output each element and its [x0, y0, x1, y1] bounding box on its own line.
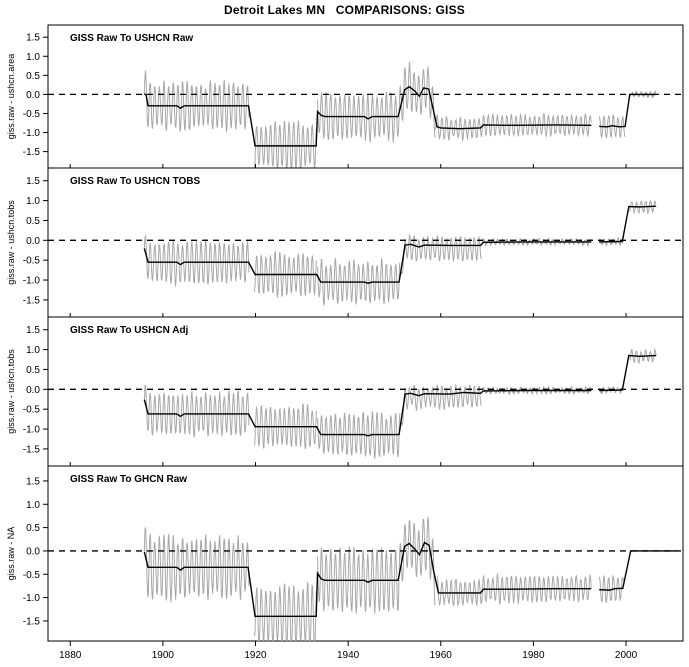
annual-line-segment — [143, 241, 592, 284]
x-tick-label: 1960 — [430, 650, 453, 661]
monthly-line-segment — [254, 581, 317, 641]
monthly-line-segment — [400, 384, 482, 427]
y-tick-label: -1.5 — [23, 616, 41, 627]
y-tick-label: -1.5 — [23, 295, 41, 306]
y-tick-label: 0.5 — [26, 216, 40, 227]
monthly-line-segment — [143, 527, 250, 603]
annual-line-segment — [599, 93, 657, 128]
y-tick-label: -1.5 — [23, 444, 41, 455]
y-tick-label: 0.5 — [26, 365, 40, 376]
monthly-series — [143, 516, 624, 641]
y-tick-label: -0.5 — [23, 570, 41, 581]
y-tick-label: 1.5 — [26, 325, 40, 336]
annual-line-segment — [143, 85, 592, 147]
monthly-series — [143, 200, 657, 307]
x-tick-label: 1980 — [522, 650, 545, 661]
y-axis-label: giss.raw - ushcn.tobs — [6, 349, 16, 434]
annual-line-segment — [143, 389, 592, 437]
y-tick-label: -1.0 — [23, 425, 41, 436]
panel-label: GISS Raw To USHCN TOBS — [70, 176, 201, 187]
monthly-line-segment — [143, 384, 250, 438]
y-tick-label: 0.0 — [26, 385, 40, 396]
x-tick-label: 1940 — [337, 650, 360, 661]
panel-3: 1.5 1.0 0.5 0.0 -0.5 -1.0 -1.5 giss.raw - ushcn… — [6, 313, 684, 467]
annual-series — [143, 354, 657, 437]
monthly-series — [143, 347, 657, 459]
y-tick-label: 1.0 — [26, 196, 40, 207]
panel-border — [47, 316, 684, 467]
monthly-line-segment — [398, 61, 436, 138]
x-tick-label: 1900 — [152, 650, 175, 661]
y-tick-label: -0.5 — [23, 109, 41, 120]
y-axis-label: giss.raw - ushcn.tobs — [6, 200, 16, 285]
y-axis-label: giss.raw - NA — [6, 527, 16, 581]
x-tick-label: 1880 — [59, 650, 82, 661]
monthly-line-segment — [317, 258, 401, 307]
x-tick-label: 2000 — [615, 650, 638, 661]
y-tick-label: 1.0 — [26, 500, 40, 511]
monthly-line-segment — [317, 546, 400, 614]
y-tick-label: -1.0 — [23, 593, 41, 604]
y-tick-label: 0.0 — [26, 546, 40, 557]
annual-line-segment — [599, 550, 677, 591]
annual-line-segment — [599, 205, 657, 243]
monthly-line-segment — [398, 516, 436, 606]
annual-series — [143, 541, 677, 617]
monthly-line-segment — [143, 70, 250, 133]
panel-border — [47, 465, 684, 642]
y-tick-label: 1.0 — [26, 345, 40, 356]
monthly-line-segment — [254, 402, 317, 450]
panel-label: GISS Raw To GHCN Raw — [70, 474, 187, 485]
monthly-line-segment — [598, 574, 624, 603]
y-tick-label: 1.5 — [26, 33, 40, 44]
panel-border — [47, 24, 684, 169]
y-tick-label: 0.5 — [26, 71, 40, 82]
panel-4: 1.5 1.0 0.5 0.0 -0.5 -1.0 -1.5 giss.raw - NA GIS… — [6, 462, 684, 642]
y-tick-label: -0.5 — [23, 256, 41, 267]
y-tick-label: -1.5 — [23, 147, 41, 158]
annual-series — [143, 205, 657, 284]
monthly-line-segment — [435, 112, 592, 142]
monthly-line-segment — [437, 572, 592, 607]
y-tick-label: 0.0 — [26, 90, 40, 101]
y-tick-label: -1.0 — [23, 128, 41, 139]
panel-1: 1.5 1.0 0.5 0.0 -0.5 -1.0 -1.5 giss.raw - ushcn… — [6, 24, 684, 169]
monthly-line-segment — [254, 120, 317, 168]
y-tick-label: 1.5 — [26, 176, 40, 187]
monthly-line-segment — [143, 235, 250, 287]
panel-label: GISS Raw To USHCN Adj — [70, 325, 189, 336]
annual-series — [143, 85, 657, 147]
monthly-line-segment — [317, 411, 401, 459]
annual-line-segment — [599, 354, 657, 392]
panel-label: GISS Raw To USHCN Raw — [70, 33, 193, 44]
monthly-line-segment — [254, 250, 317, 298]
y-tick-label: 1.0 — [26, 52, 40, 63]
y-tick-label: -0.5 — [23, 405, 41, 416]
x-tick-label: 1920 — [244, 650, 267, 661]
y-tick-label: 0.5 — [26, 523, 40, 534]
y-tick-label: -1.0 — [23, 276, 41, 287]
panel-2: 1.5 1.0 0.5 0.0 -0.5 -1.0 -1.5 giss.raw - ushcn… — [6, 164, 684, 318]
monthly-line-segment — [598, 114, 626, 139]
monthly-series — [143, 61, 657, 168]
annual-line-segment — [143, 541, 592, 617]
y-axis-label: giss.raw - ushcn.area — [6, 54, 16, 140]
chart-title: Detroit Lakes MN COMPARISONS: GISS — [223, 3, 465, 17]
x-axis: 1880 1900 1920 1940 1960 1980 2000 — [59, 641, 638, 661]
y-tick-label: 1.5 — [26, 476, 40, 487]
y-tick-label: 0.0 — [26, 236, 40, 247]
monthly-line-segment — [317, 91, 400, 143]
